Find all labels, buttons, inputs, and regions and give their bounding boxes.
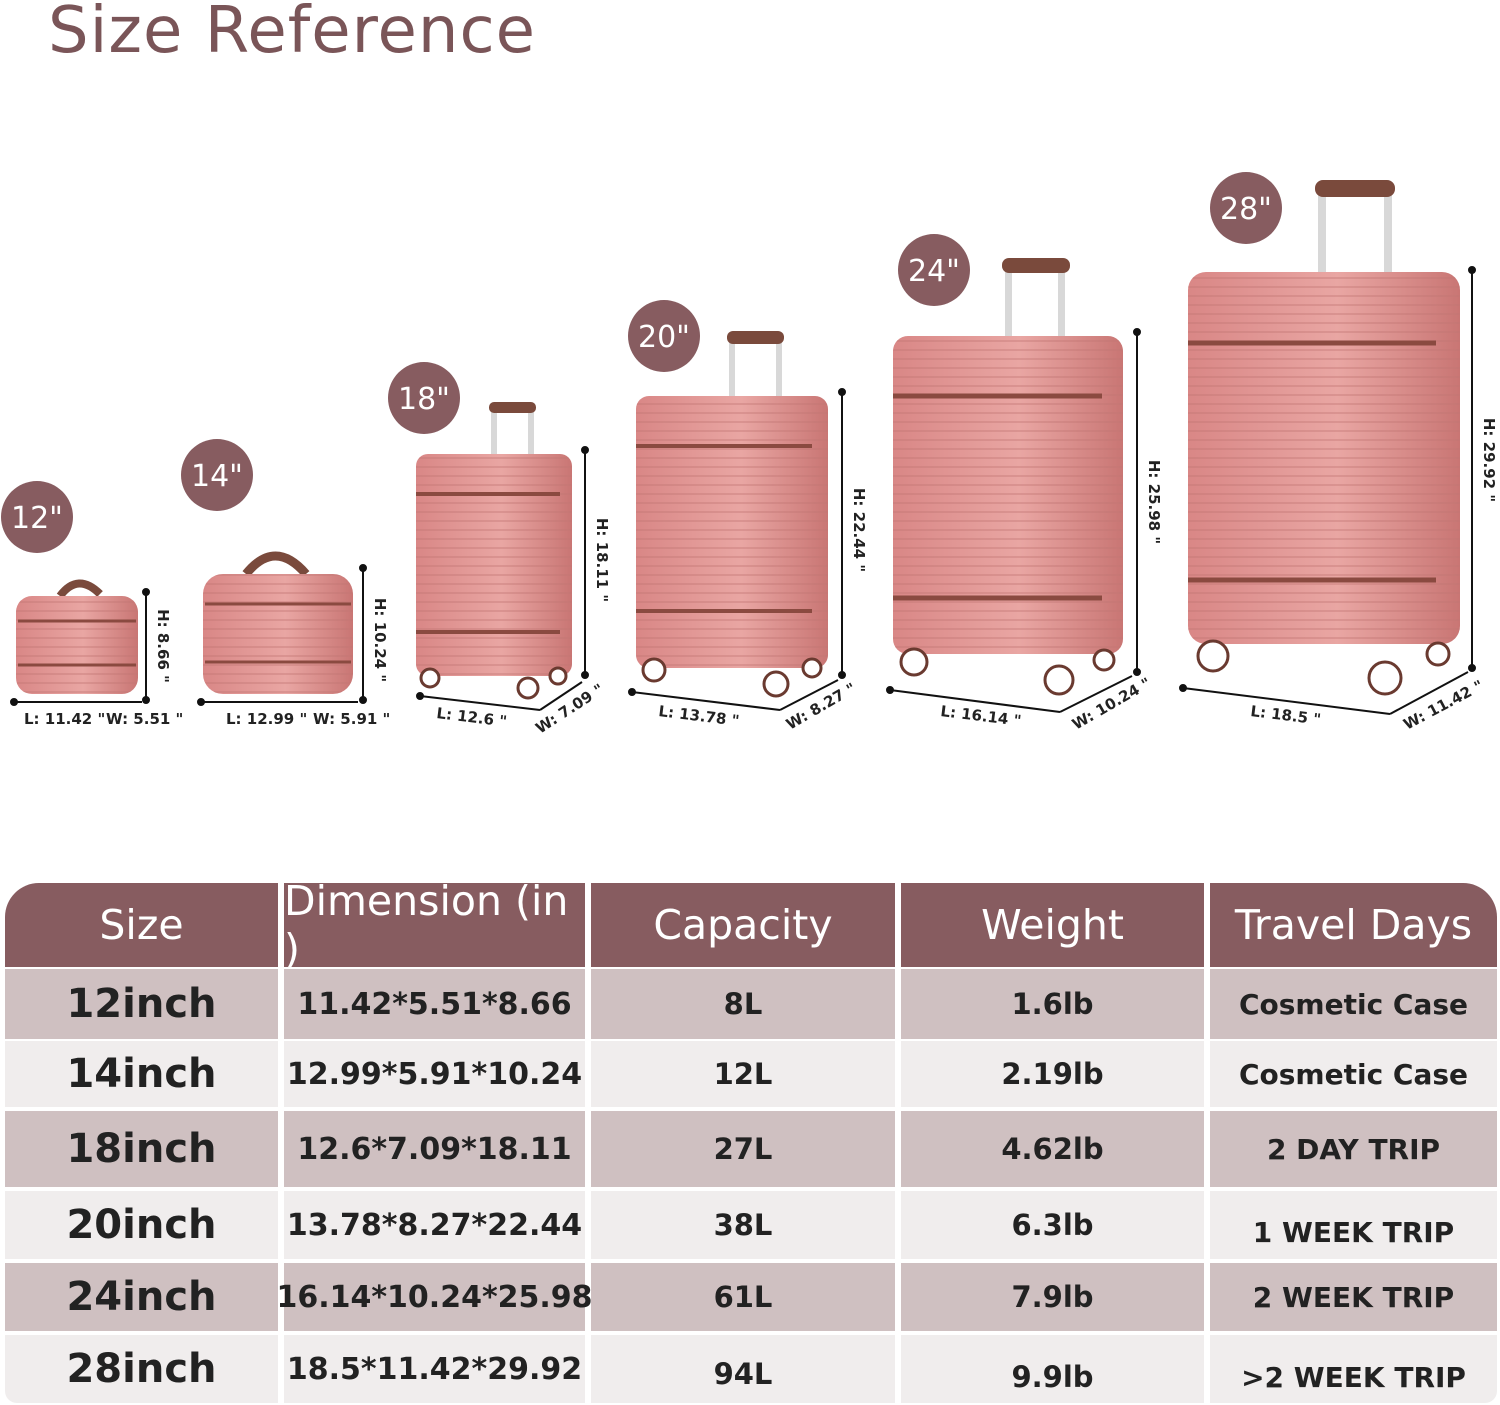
cell-dimension: 18.5*11.42*29.92 <box>284 1335 585 1403</box>
height-label-20: H: 22.44 " <box>850 488 868 572</box>
length-label-20: L: 13.78 " <box>658 702 741 730</box>
size-badge-20: 20" <box>628 300 700 372</box>
cell-weight: 6.3lb <box>901 1191 1204 1259</box>
height-label-28: H: 29.92 " <box>1480 418 1498 502</box>
height-label-24: H: 25.98 " <box>1145 460 1163 544</box>
cell-size: 20inch <box>5 1191 278 1259</box>
cell-size: 18inch <box>5 1111 278 1187</box>
cell-capacity: 94L <box>591 1335 895 1403</box>
cell-size: 12inch <box>5 969 278 1039</box>
cell-capacity: 27L <box>591 1111 895 1187</box>
svg-text:20": 20" <box>638 320 690 355</box>
luggage-illustration: 12" 14" 18" 20" 24" 28" H: 8.66 " L: 11.… <box>1 172 1498 737</box>
width-label-14: W: 5.91 " <box>313 710 390 728</box>
cell-travel-days: Cosmetic Case <box>1210 1041 1497 1107</box>
cell-capacity: 38L <box>591 1191 895 1259</box>
length-label-28: L: 18.5 " <box>1250 702 1322 728</box>
header-travel-days: Travel Days <box>1210 883 1497 967</box>
height-label-14: H: 10.24 " <box>371 598 389 682</box>
header-capacity: Capacity <box>591 883 895 967</box>
suitcase-20 <box>636 331 828 698</box>
suitcase-12 <box>16 579 138 694</box>
height-label-18: H: 18.11 " <box>593 518 611 602</box>
cell-weight: 9.9lb <box>901 1335 1204 1403</box>
header-weight: Weight <box>901 883 1204 967</box>
cell-dimension: 12.99*5.91*10.24 <box>284 1041 585 1107</box>
size-badge-24: 24" <box>898 234 970 306</box>
width-label-20: W: 8.27 " <box>783 679 859 733</box>
suitcase-24 <box>893 258 1123 696</box>
cell-capacity: 12L <box>591 1041 895 1107</box>
cell-size: 24inch <box>5 1263 278 1331</box>
cell-size: 14inch <box>5 1041 278 1107</box>
svg-text:24": 24" <box>908 254 960 289</box>
suitcase-18 <box>416 402 572 700</box>
width-label-24: W: 10.24 " <box>1069 674 1154 733</box>
size-badge-28: 28" <box>1210 172 1282 244</box>
size-badge-12: 12" <box>1 481 73 553</box>
size-badge-14: 14" <box>181 439 253 511</box>
size-table: Size Dimension (in ) Capacity Weight Tra… <box>5 883 1497 1403</box>
cell-dimension: 12.6*7.09*18.11 <box>284 1111 585 1187</box>
cell-dimension: 16.14*10.24*25.98 <box>276 1263 593 1331</box>
cell-travel-days: 1 WEEK TRIP <box>1210 1191 1497 1259</box>
svg-text:18": 18" <box>398 382 450 417</box>
cell-travel-days: Cosmetic Case <box>1210 969 1497 1039</box>
height-label-12: H: 8.66 " <box>154 609 172 683</box>
cell-capacity: 61L <box>591 1263 895 1331</box>
cell-travel-days: 2 DAY TRIP <box>1210 1111 1497 1187</box>
svg-text:12": 12" <box>11 501 63 536</box>
length-label-14: L: 12.99 " <box>226 710 307 728</box>
width-label-12: W: 5.51 " <box>106 710 183 728</box>
size-badge-18: 18" <box>388 362 460 434</box>
length-label-12: L: 11.42 " <box>24 710 105 728</box>
header-size: Size <box>5 883 278 967</box>
cell-weight: 4.62lb <box>901 1111 1204 1187</box>
page-title: Size Reference <box>48 0 536 68</box>
cell-dimension: 11.42*5.51*8.66 <box>284 969 585 1039</box>
cell-dimension: 13.78*8.27*22.44 <box>284 1191 585 1259</box>
svg-text:28": 28" <box>1220 192 1272 227</box>
cell-travel-days: 2 WEEK TRIP <box>1210 1263 1497 1331</box>
header-dimension: Dimension (in ) <box>284 883 585 973</box>
length-label-18: L: 12.6 " <box>436 704 508 730</box>
cell-capacity: 8L <box>591 969 895 1039</box>
svg-text:14": 14" <box>191 459 243 494</box>
suitcase-14 <box>203 551 353 694</box>
cell-size: 28inch <box>5 1335 278 1403</box>
suitcase-28 <box>1188 180 1460 696</box>
cell-weight: 1.6lb <box>901 969 1204 1039</box>
cell-weight: 2.19lb <box>901 1041 1204 1107</box>
cell-travel-days: >2 WEEK TRIP <box>1210 1335 1497 1403</box>
cell-weight: 7.9lb <box>901 1263 1204 1331</box>
